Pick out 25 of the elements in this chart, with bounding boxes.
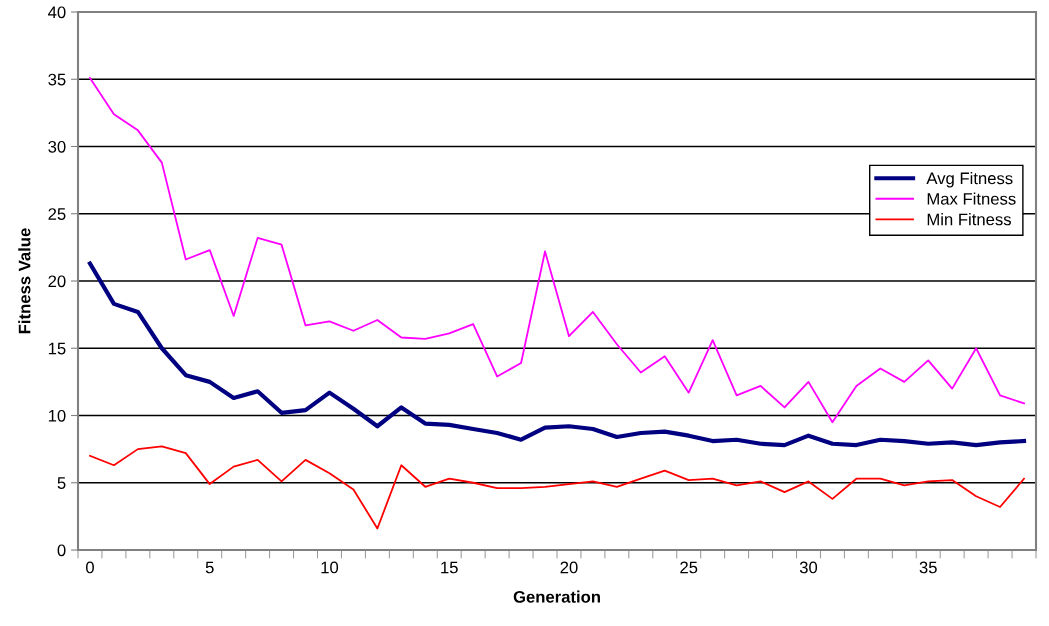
y-tick-label: 0 [57, 544, 66, 557]
x-tick-label: 35 [919, 561, 937, 574]
x-tick-label: 5 [205, 561, 214, 574]
y-tick-label: 10 [48, 409, 66, 422]
y-axis-title: Fitness Value [18, 228, 31, 334]
legend-label: Avg Fitness [926, 172, 1013, 188]
x-tick-label: 20 [560, 561, 578, 574]
legend-label: Min Fitness [927, 213, 1011, 226]
y-tick-label: 25 [48, 208, 66, 220]
y-tick-label: 35 [48, 73, 66, 86]
line-series [89, 77, 1025, 424]
x-axis-title: Generation [513, 590, 600, 603]
x-tick-label: 30 [799, 561, 818, 574]
line-series [87, 261, 1027, 448]
y-tick-label: 20 [48, 275, 66, 288]
x-tick-label: 10 [321, 561, 339, 574]
x-tick-label: 25 [680, 561, 698, 574]
y-tick-label: 15 [48, 342, 66, 355]
y-tick-label: 5 [57, 477, 66, 489]
line-series [89, 445, 1025, 530]
y-tick-label: 30 [48, 140, 66, 153]
x-tick-label: 0 [85, 561, 94, 574]
legend-label: Max Fitness [927, 192, 1016, 205]
x-tick-label: 15 [441, 561, 458, 574]
y-tick-label: 40 [48, 6, 66, 19]
